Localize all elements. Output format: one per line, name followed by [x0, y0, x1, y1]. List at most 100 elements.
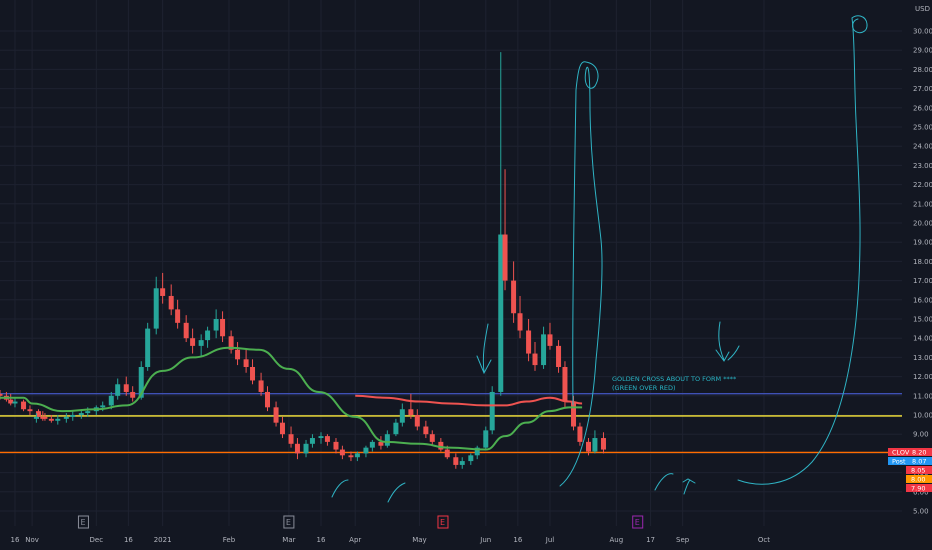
candle-body — [153, 288, 159, 329]
candle-body — [250, 367, 256, 381]
x-tick-label: Jul — [545, 536, 555, 544]
candle-body — [63, 416, 69, 419]
candle-body — [190, 338, 196, 346]
candle-body — [474, 447, 480, 456]
candle-body — [562, 367, 568, 402]
moving-averages — [0, 346, 583, 451]
x-tick-label: Aug — [609, 536, 623, 544]
candle-body — [577, 426, 583, 442]
y-tick-label: 28.00 — [913, 66, 932, 74]
candle-body — [429, 434, 435, 442]
price-tag-value: 8.00 — [911, 476, 925, 484]
x-tick-label: 2021 — [154, 536, 172, 544]
x-tick-label: Mar — [282, 536, 295, 544]
candle-body — [399, 409, 405, 423]
earnings-marker[interactable] — [632, 515, 644, 529]
candle-body — [363, 447, 369, 454]
candle-body — [556, 345, 562, 367]
candle-body — [498, 234, 504, 392]
candle-body — [243, 359, 249, 367]
y-tick-label: 22.00 — [913, 181, 932, 189]
candle-body — [532, 353, 538, 366]
candle-body — [145, 328, 151, 367]
candle-body — [502, 234, 508, 281]
y-tick-label: 18.00 — [913, 258, 932, 266]
drawn-arrow-apr — [476, 323, 492, 375]
y-tick-label: 17.00 — [913, 277, 932, 285]
y-tick-label: 20.00 — [913, 220, 932, 228]
y-tick-label: 16.00 — [913, 296, 932, 304]
earnings-marker[interactable] — [283, 515, 295, 529]
candle-body — [78, 413, 84, 415]
earnings-marker-label: E — [286, 518, 291, 527]
x-tick-label: 17 — [646, 536, 655, 544]
candle-body — [279, 422, 285, 435]
x-tick-label: Nov — [25, 536, 39, 544]
candle-body — [213, 319, 219, 331]
candle-body — [517, 313, 523, 331]
candle-body — [265, 391, 270, 408]
candle-body — [453, 457, 459, 465]
candle-body — [333, 441, 339, 450]
x-tick-label: Sep — [676, 536, 690, 544]
candle-body — [511, 280, 517, 314]
candle-body — [55, 418, 61, 421]
grid — [0, 0, 902, 526]
drawn-smile-1 — [331, 479, 349, 498]
price-tag — [906, 475, 932, 483]
candle-body — [228, 336, 234, 350]
candle-body — [309, 438, 315, 444]
time-axis-bg — [0, 530, 932, 550]
earnings-marker-label: E — [635, 518, 640, 527]
candle-body — [303, 443, 309, 454]
earnings-marker[interactable] — [77, 515, 89, 529]
candle-body — [586, 441, 591, 452]
candle-body — [8, 399, 14, 404]
candle-body — [414, 415, 420, 427]
candle-body — [393, 422, 399, 435]
candle-body — [198, 340, 204, 346]
candle-body — [369, 441, 375, 448]
y-tick-label: 6.00 — [913, 488, 929, 496]
candle-body — [288, 434, 294, 444]
candle-body — [160, 288, 166, 296]
price-tag — [906, 484, 932, 492]
candle-body — [48, 418, 54, 421]
candle-body — [483, 430, 489, 448]
candle-body — [444, 449, 450, 458]
candle-body — [318, 436, 324, 439]
x-tick-label: 16 — [124, 536, 133, 544]
candle-body — [468, 455, 474, 462]
price-tag-value: 8.07 — [912, 458, 926, 466]
y-tick-label: 11.00 — [913, 392, 932, 400]
x-tick-label: May — [412, 536, 426, 544]
candle-body — [384, 434, 390, 446]
y-tick-label: 9.00 — [913, 431, 929, 439]
y-tick-label: 25.00 — [913, 124, 932, 132]
y-tick-label: 12.00 — [913, 373, 932, 381]
annotation-text: GOLDEN CROSS ABOUT TO FORM **** — [612, 375, 737, 383]
earnings-marker-label: E — [80, 518, 85, 527]
x-tick-label: 16 — [317, 536, 326, 544]
currency-label: USD — [915, 5, 930, 13]
x-tick-label: 16 — [11, 536, 20, 544]
drawn-circle-target — [851, 15, 868, 34]
candle-body — [235, 349, 241, 360]
y-tick-label: 14.00 — [913, 335, 932, 343]
candle-body — [258, 380, 264, 392]
candle-body — [70, 415, 76, 417]
y-tick-label: 30.00 — [913, 28, 932, 36]
earnings-marker[interactable] — [437, 515, 449, 529]
time-axis[interactable]: 16 Nov Dec 16 2021 Feb Mar 16 Apr May Jun 16 Jul Aug 1… — [0, 530, 932, 550]
y-tick-label: 29.00 — [913, 47, 932, 55]
candle-body — [0, 393, 3, 396]
candle-body — [85, 411, 91, 414]
candle-body — [571, 401, 577, 427]
candle-body — [115, 384, 121, 396]
y-tick-label: 26.00 — [913, 104, 932, 112]
candle-body — [438, 441, 444, 450]
candle-body — [408, 409, 414, 415]
